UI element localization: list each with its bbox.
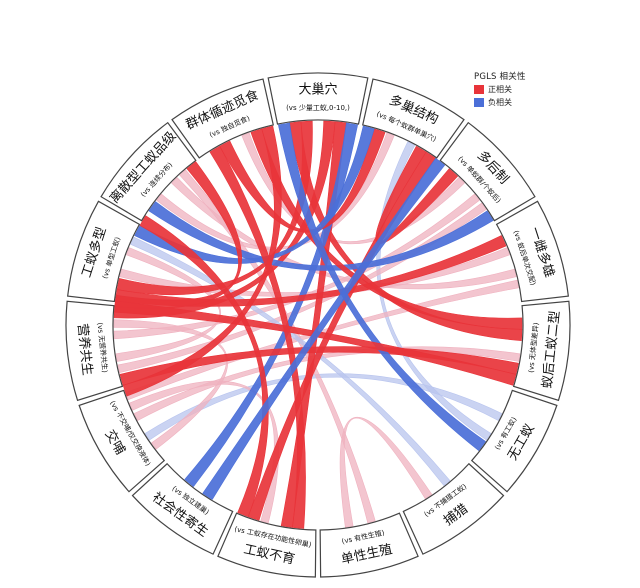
negative-swatch: [474, 98, 484, 107]
chord-worker-sterility-trophallaxis: [144, 373, 503, 441]
sector-hunting: [402, 462, 505, 555]
legend-positive: 正相关: [474, 84, 594, 95]
legend-negative: 负相关: [474, 97, 594, 108]
sector-worker-sterility: [470, 389, 558, 493]
chord-hunting-solitary: [339, 416, 433, 528]
sector-title-large-nest: 大巢穴: [298, 83, 337, 98]
legend: PGLS 相关性 正相关 负相关: [474, 70, 594, 108]
sector-subtitle-large-nest: (vs 少量工蚁,0-10,): [286, 103, 350, 112]
chord-polydomy-worker-polymorphism: [134, 125, 375, 264]
chord-worker-sterility-large-nest: [278, 122, 486, 452]
sector-group-foraging: [171, 78, 274, 159]
chord-polygyny-discrete-castes: [148, 201, 494, 271]
legend-negative-label: 负相关: [488, 98, 512, 107]
chord-trophallaxis-polyandry: [125, 279, 519, 401]
chord-social-parasitism-polydomy: [202, 157, 446, 500]
chord-links: [113, 120, 523, 529]
legend-positive-label: 正相关: [488, 85, 512, 94]
sector-sterile-workers: [217, 512, 317, 578]
chord-worker-polymorphism-polyandry: [119, 247, 510, 297]
chord-large-nest-social-parasitism: [184, 122, 358, 488]
positive-swatch: [474, 85, 484, 94]
chord-queen-worker-dimorphism-group-foraging: [250, 128, 523, 330]
chord-mutualism-polygyny: [117, 202, 487, 373]
sector-polygyny: [439, 121, 536, 222]
sector-large-nest: [267, 72, 369, 125]
sector-mutualism: [65, 300, 124, 402]
sector-polyandry: [495, 200, 569, 303]
chord-hunting-worker-polymorphism: [130, 236, 451, 486]
chord-mutualism-trophallaxis: [113, 319, 229, 450]
sector-discrete-castes: [100, 121, 197, 222]
sector-social-parasitism: [131, 462, 234, 555]
sector-trophallaxis: [78, 389, 166, 493]
sector-queen-worker-dimorphism: [512, 300, 571, 402]
chord-group-foraging-mutualism: [122, 125, 282, 397]
chord-mutualism-worker-polymorphism: [115, 247, 221, 362]
chord-worker-sterility-polydomy: [376, 141, 492, 441]
chord-worker-polymorphism-queen-worker-dimorphism: [114, 300, 517, 386]
sector-title-mutualism: 营养共生: [74, 323, 95, 376]
chord-sterile-workers-worker-polymorphism: [139, 215, 269, 518]
sector-solitary: [319, 512, 419, 578]
legend-title: PGLS 相关性: [474, 72, 526, 82]
sector-polydomy: [362, 78, 465, 159]
sector-worker-polymorphism: [67, 200, 141, 303]
